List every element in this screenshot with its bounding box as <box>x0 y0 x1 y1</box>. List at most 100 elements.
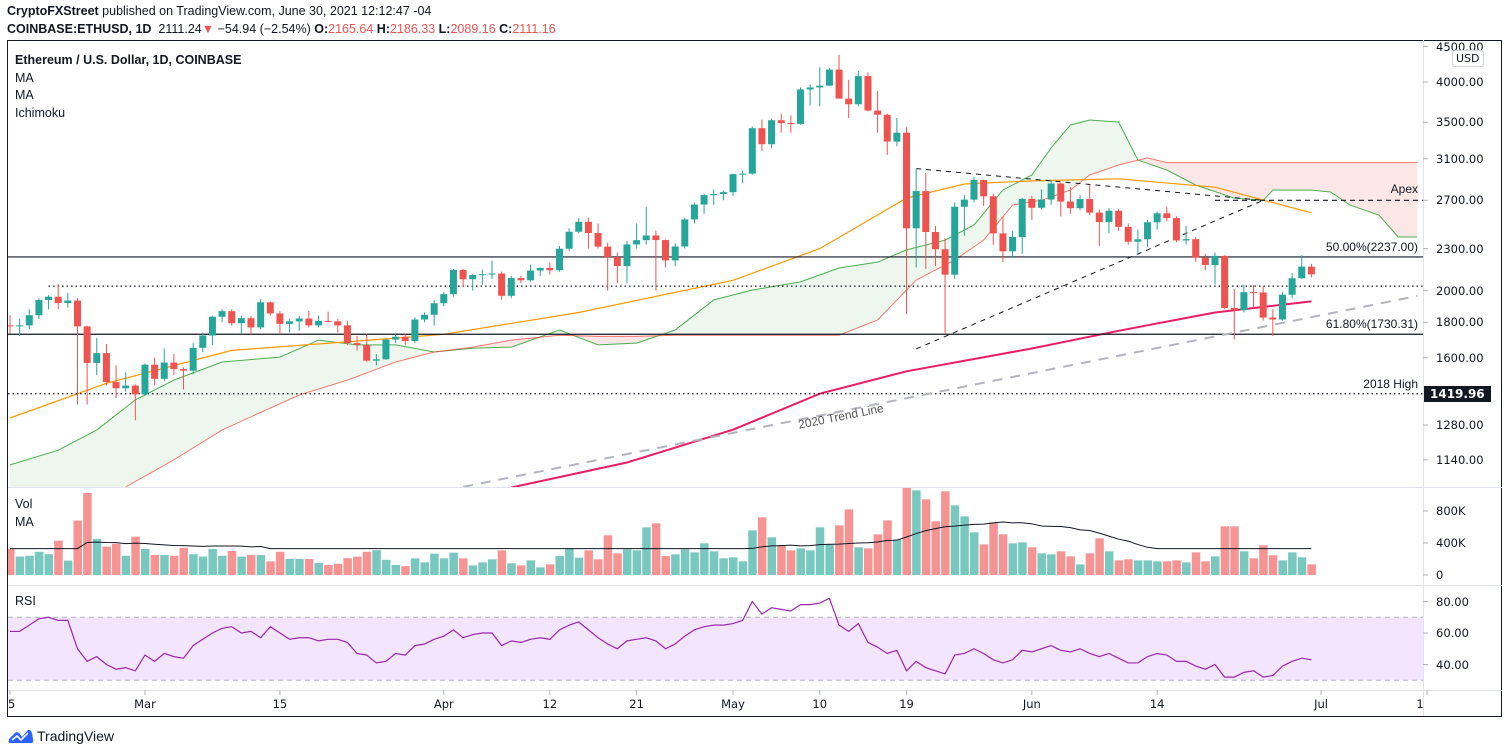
cloud-segment <box>1089 119 1095 175</box>
volume-bar <box>324 565 333 575</box>
candle-body <box>35 299 43 316</box>
volume-bar <box>420 562 430 575</box>
candle-body <box>642 235 650 241</box>
cloud-segment <box>1330 162 1336 196</box>
volume-bar <box>738 561 748 575</box>
volume-bar <box>873 534 883 575</box>
cloud-segment <box>901 249 907 295</box>
cloud-segment <box>400 345 406 361</box>
cloud-segment <box>130 399 136 485</box>
cloud-segment <box>96 426 102 487</box>
cloud-segment <box>964 227 970 254</box>
cloud-segment <box>520 338 526 344</box>
candle-body <box>1163 213 1171 219</box>
candle-body <box>295 318 303 322</box>
time-axis-label: Mar <box>134 697 156 711</box>
cloud-segment <box>863 263 868 326</box>
cloud-segment <box>43 453 49 487</box>
candles <box>8 54 1315 421</box>
volume-bar <box>8 549 15 575</box>
cloud-segment <box>525 338 531 342</box>
legend-ma-fast[interactable]: MA <box>15 70 34 85</box>
cloud-segment <box>1253 162 1259 200</box>
rsi-line <box>10 597 1312 678</box>
cloud-segment <box>265 357 271 410</box>
cloud-segment <box>376 344 382 370</box>
volume-bar <box>160 555 169 575</box>
volume-bars <box>8 488 1316 575</box>
candle-body <box>796 89 804 124</box>
candle-body <box>8 325 14 327</box>
candle-body <box>1009 237 1017 252</box>
cloud-segment <box>496 341 502 348</box>
cloud-segment <box>626 336 632 344</box>
candle-body <box>324 320 332 322</box>
volume-bar <box>700 543 709 575</box>
candle-body <box>575 221 583 232</box>
candle-body <box>421 314 429 320</box>
volume-bar <box>468 565 478 575</box>
cloud-segment <box>1354 162 1360 209</box>
volume-bar <box>960 516 969 575</box>
volume-bar <box>1230 526 1239 575</box>
volume-bar <box>526 560 536 575</box>
time-axis-label: May <box>721 697 745 711</box>
candle-body <box>392 336 400 340</box>
volume-bar <box>1047 554 1056 575</box>
cloud-segment <box>747 290 753 336</box>
volume-bar <box>1172 560 1181 575</box>
cloud-segment <box>675 326 680 336</box>
volume-bar <box>1133 560 1143 575</box>
candle-body <box>1182 239 1190 241</box>
tradingview-logo[interactable]: TradingView <box>8 728 114 744</box>
volume-bar <box>574 557 584 575</box>
cloud-segment <box>202 367 208 442</box>
candle-body <box>1105 210 1113 223</box>
cloud-segment <box>506 340 512 348</box>
candle-body <box>73 300 81 327</box>
candle-body <box>845 98 853 105</box>
publish-info: CryptoFXStreet published on TradingView.… <box>7 4 431 18</box>
cloud-segment <box>501 340 507 348</box>
volume-bar <box>1085 553 1095 575</box>
cloud-segment <box>193 370 198 448</box>
legend-ichimoku[interactable]: Ichimoku <box>15 105 66 120</box>
candle-body <box>1153 213 1161 223</box>
cloud-segment <box>1378 162 1384 221</box>
cloud-segment <box>761 287 767 336</box>
time-axis-label: 1 <box>1416 697 1424 711</box>
cloud-segment <box>911 247 917 285</box>
volume-pane-title: Vol <box>15 497 33 511</box>
candle-body <box>931 232 939 250</box>
cloud-segment <box>304 344 309 394</box>
axes <box>9 46 1428 695</box>
candle-body <box>93 353 101 363</box>
volume-bar <box>825 544 834 575</box>
time-axis-label: Jun <box>1022 697 1041 711</box>
legend-ma-slow[interactable]: MA <box>15 88 34 102</box>
volume-axis-label: 0 <box>1436 568 1444 582</box>
cloud-segment <box>410 347 415 359</box>
candle-body <box>507 278 515 296</box>
cloud-segment <box>1031 167 1037 202</box>
volume-bar <box>83 493 92 575</box>
cloud-segment <box>814 274 820 336</box>
cloud-segment <box>728 294 733 336</box>
candle-body <box>527 270 535 281</box>
price-axis-label: 3100.00 <box>1436 151 1484 166</box>
volume-bar <box>545 564 555 575</box>
rsi-axis-label: 80.00 <box>1436 594 1469 609</box>
candle-body <box>459 269 467 280</box>
cloud-segment <box>1248 162 1254 200</box>
cloud-segment <box>819 273 825 336</box>
volume-bar <box>757 517 767 575</box>
cloud-segment <box>1369 162 1375 214</box>
candle-body <box>228 311 236 324</box>
candle-body <box>787 123 795 125</box>
candle-body <box>449 269 457 295</box>
currency-badge[interactable]: USD <box>1452 50 1484 67</box>
volume-bar <box>651 523 661 575</box>
cloud-segment <box>617 336 623 345</box>
volume-bar <box>1211 556 1220 575</box>
